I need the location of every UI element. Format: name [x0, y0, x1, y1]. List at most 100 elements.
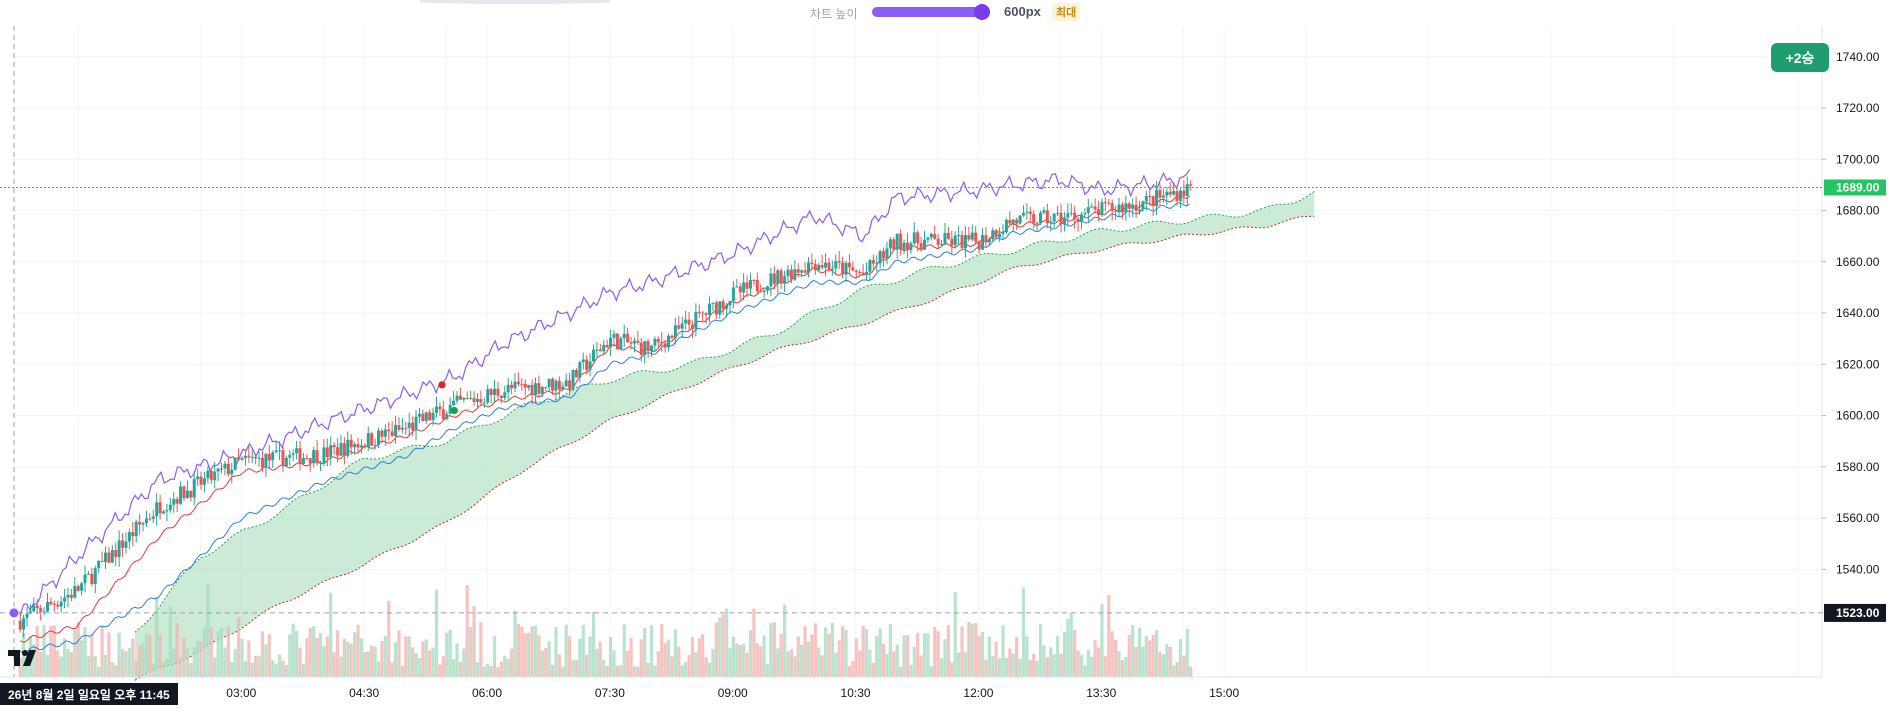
candle-body	[970, 232, 974, 240]
candle-body	[315, 450, 319, 464]
candle-body	[489, 389, 493, 395]
volume-bar	[370, 645, 374, 677]
volume-bar	[622, 624, 626, 677]
candle-body	[1021, 212, 1025, 216]
candle-body	[571, 370, 575, 389]
volume-bar	[73, 630, 77, 677]
volume-bar	[431, 647, 435, 677]
candle-body	[486, 389, 490, 403]
candle-body	[155, 502, 159, 517]
volume-bar	[789, 649, 794, 677]
time-axis[interactable]: 03:00 04:30 06:00 07:30 09:00 10:30 12:00 13:30…	[0, 676, 1822, 700]
cloud-upper-edge	[134, 190, 1315, 633]
volume-bar	[120, 649, 125, 677]
volume-bar	[223, 647, 227, 677]
candle-body	[383, 429, 387, 437]
candle-body	[475, 398, 479, 402]
candle-body	[1175, 191, 1179, 201]
candle-body	[933, 233, 937, 239]
candle-body	[100, 560, 104, 563]
volume-bar	[25, 656, 29, 677]
volume-bar	[1093, 640, 1097, 677]
volume-bar	[219, 627, 224, 677]
candle-body	[875, 263, 879, 265]
chart-overlays	[0, 26, 1824, 677]
volume-bar	[158, 634, 162, 677]
volume-bar	[690, 637, 695, 677]
candle-body	[39, 608, 43, 612]
volume-bar	[417, 658, 422, 677]
candle-body	[1011, 219, 1015, 224]
price-tick-label: 1560.00	[1836, 511, 1880, 525]
volume-bar	[1148, 640, 1152, 677]
candle-body	[940, 244, 944, 246]
volume-bar	[847, 666, 852, 677]
candle-body	[963, 235, 967, 249]
candle-body	[554, 380, 558, 391]
candle-body	[926, 237, 930, 240]
candle-body	[568, 380, 572, 389]
candle-body	[35, 605, 39, 609]
volume-bar	[864, 628, 869, 677]
volume-bar	[376, 661, 381, 677]
volume-bar	[475, 662, 480, 677]
candle-body	[786, 269, 790, 277]
volume-bar	[127, 647, 131, 677]
candle-body	[581, 359, 585, 363]
volume-bar	[1004, 657, 1009, 677]
candle-body	[789, 269, 793, 280]
volume-bar	[499, 661, 503, 677]
ichimoku-cloud	[134, 190, 1315, 681]
chart-height-slider[interactable]	[872, 7, 990, 17]
volume-bar	[895, 644, 899, 677]
volume-bar	[970, 623, 974, 677]
volume-bar	[182, 637, 186, 677]
candle-body	[806, 262, 810, 273]
candle-body	[301, 457, 305, 464]
candle-body	[237, 457, 241, 460]
volume-bar	[332, 652, 336, 677]
candle-body	[834, 261, 838, 269]
chart-height-slider-handle[interactable]	[974, 4, 990, 20]
candle-body	[158, 502, 162, 514]
candle-body	[731, 287, 735, 302]
candle-body	[885, 248, 889, 259]
volume-bar	[950, 662, 954, 677]
candle-body	[42, 611, 46, 613]
candle-body	[998, 233, 1002, 238]
candle-body	[824, 262, 828, 268]
candle-body	[32, 605, 36, 612]
candle-body	[861, 272, 865, 275]
time-tick-label: 03:00	[226, 686, 256, 700]
volume-bar	[793, 656, 797, 677]
candle-body	[213, 471, 217, 481]
candle-body	[745, 282, 749, 289]
volume-bar	[469, 626, 473, 677]
candle-body	[134, 521, 138, 537]
candle-body	[465, 397, 469, 399]
volume-bar	[926, 633, 930, 677]
candle-body	[1086, 207, 1090, 214]
volume-bar	[605, 665, 609, 677]
slow-line-line	[19, 202, 1190, 654]
candle-body	[1069, 212, 1073, 214]
candle-body	[912, 232, 916, 244]
volume-bar	[1120, 660, 1125, 677]
candle-body	[83, 574, 87, 584]
candle-body	[479, 398, 483, 403]
candle-body	[472, 398, 476, 402]
candle-body	[871, 260, 875, 264]
win-count-badge: +2승	[1771, 43, 1829, 72]
candle-body	[271, 452, 275, 461]
candle-body	[298, 448, 302, 464]
price-axis[interactable]: 1540.00 1560.00 1580.00 1600.00 1620.00 1640.…	[1822, 50, 1886, 622]
tradingview-logo-icon[interactable]	[8, 648, 42, 673]
candle-body	[141, 523, 145, 525]
candle-body	[66, 594, 70, 598]
candle-body	[93, 568, 97, 584]
volume-bar	[530, 626, 534, 677]
max-height-badge[interactable]: 최대	[1052, 3, 1081, 21]
volume-bar	[390, 662, 394, 677]
volume-bar	[1032, 653, 1036, 677]
